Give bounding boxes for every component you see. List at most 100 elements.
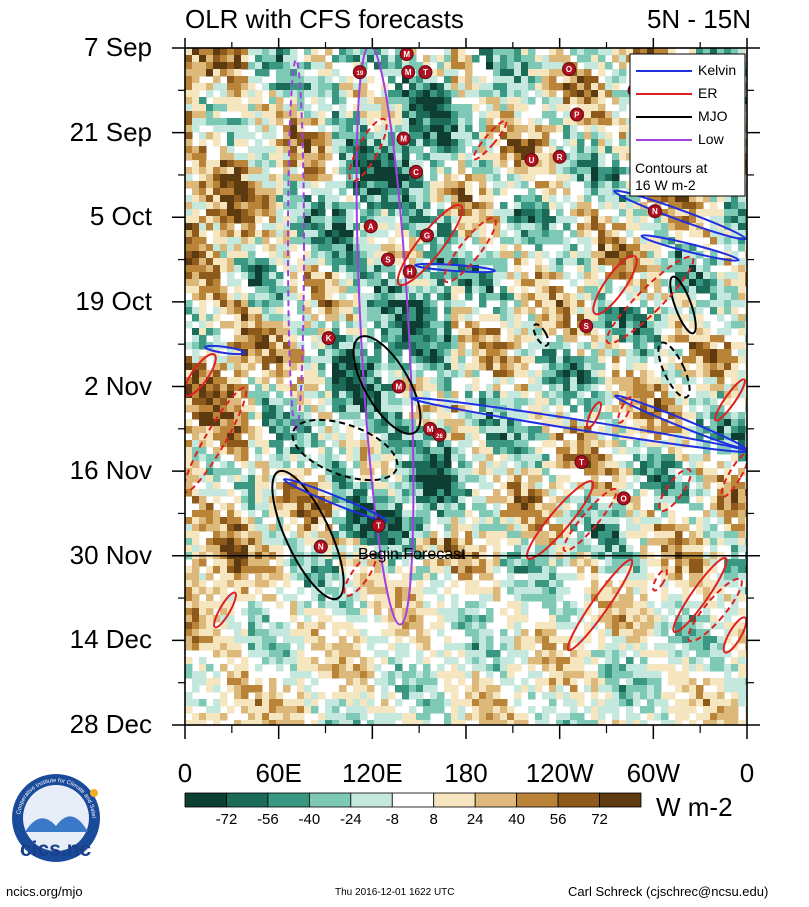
- olr-cell: [234, 377, 242, 385]
- olr-cell: [731, 384, 739, 392]
- olr-cell: [381, 230, 389, 238]
- olr-cell: [444, 293, 452, 301]
- olr-cell: [213, 223, 221, 231]
- olr-cell: [395, 468, 403, 476]
- olr-cell: [332, 321, 340, 329]
- olr-cell: [220, 97, 228, 105]
- olr-cell: [661, 482, 669, 490]
- olr-cell: [675, 412, 683, 420]
- olr-cell: [668, 349, 676, 357]
- olr-cell: [381, 482, 389, 490]
- olr-cell: [563, 237, 571, 245]
- olr-cell: [234, 412, 242, 420]
- olr-cell: [486, 335, 494, 343]
- olr-cell: [703, 440, 711, 448]
- olr-cell: [619, 426, 627, 434]
- olr-cell: [626, 328, 634, 336]
- olr-cell: [346, 517, 354, 525]
- olr-cell: [521, 524, 529, 532]
- olr-cell: [521, 503, 529, 511]
- olr-cell: [213, 160, 221, 168]
- olr-cell: [388, 90, 396, 98]
- olr-cell: [500, 426, 508, 434]
- olr-cell: [451, 69, 459, 77]
- olr-cell: [458, 146, 466, 154]
- olr-cell: [458, 538, 466, 546]
- olr-cell: [556, 97, 564, 105]
- olr-cell: [584, 356, 592, 364]
- olr-cell: [500, 440, 508, 448]
- olr-cell: [220, 489, 228, 497]
- olr-cell: [304, 433, 312, 441]
- olr-cell: [395, 125, 403, 133]
- olr-cell: [598, 265, 606, 273]
- olr-cell: [311, 440, 319, 448]
- olr-cell: [248, 181, 256, 189]
- olr-cell: [465, 370, 473, 378]
- olr-cell: [269, 244, 277, 252]
- olr-cell: [465, 209, 473, 217]
- olr-cell: [220, 300, 228, 308]
- olr-cell: [269, 62, 277, 70]
- olr-cell: [276, 293, 284, 301]
- olr-cell: [416, 272, 424, 280]
- olr-cell: [325, 104, 333, 112]
- olr-cell: [598, 69, 606, 77]
- olr-cell: [521, 307, 529, 315]
- olr-cell: [493, 48, 501, 56]
- olr-cell: [640, 300, 648, 308]
- olr-cell: [640, 237, 648, 245]
- olr-cell: [360, 293, 368, 301]
- olr-cell: [339, 363, 347, 371]
- olr-cell: [346, 433, 354, 441]
- olr-cell: [353, 321, 361, 329]
- olr-cell: [647, 335, 655, 343]
- olr-cell: [325, 153, 333, 161]
- olr-cell: [731, 356, 739, 364]
- olr-cell: [668, 405, 676, 413]
- olr-cell: [528, 195, 536, 203]
- olr-cell: [661, 454, 669, 462]
- olr-cell: [612, 517, 620, 525]
- olr-cell: [409, 83, 417, 91]
- olr-cell: [612, 363, 620, 371]
- olr-cell: [430, 335, 438, 343]
- olr-cell: [388, 153, 396, 161]
- olr-cell: [213, 384, 221, 392]
- olr-cell: [206, 209, 214, 217]
- olr-cell: [311, 83, 319, 91]
- olr-cell: [199, 286, 207, 294]
- olr-cell: [584, 440, 592, 448]
- olr-cell: [255, 97, 263, 105]
- olr-cell: [626, 524, 634, 532]
- olr-cell: [563, 83, 571, 91]
- olr-cell: [213, 167, 221, 175]
- olr-cell: [388, 454, 396, 462]
- olr-cell: [192, 76, 200, 84]
- olr-cell: [689, 321, 697, 329]
- olr-cell: [381, 405, 389, 413]
- olr-cell: [626, 202, 634, 210]
- olr-cell: [353, 342, 361, 350]
- olr-cell: [241, 237, 249, 245]
- olr-cell: [311, 90, 319, 98]
- olr-cell: [346, 216, 354, 224]
- olr-cell: [605, 384, 613, 392]
- olr-cell: [437, 461, 445, 469]
- olr-cell: [402, 90, 410, 98]
- olr-cell: [563, 167, 571, 175]
- olr-cell: [591, 90, 599, 98]
- olr-cell: [745, 223, 747, 231]
- olr-cell: [731, 209, 739, 217]
- olr-cell: [493, 279, 501, 287]
- olr-cell: [255, 524, 263, 532]
- olr-cell: [689, 342, 697, 350]
- olr-cell: [332, 335, 340, 343]
- olr-cell: [598, 531, 606, 539]
- olr-cell: [423, 76, 431, 84]
- olr-cell: [276, 90, 284, 98]
- olr-cell: [612, 321, 620, 329]
- olr-cell: [318, 153, 326, 161]
- olr-cell: [311, 132, 319, 140]
- olr-cell: [199, 258, 207, 266]
